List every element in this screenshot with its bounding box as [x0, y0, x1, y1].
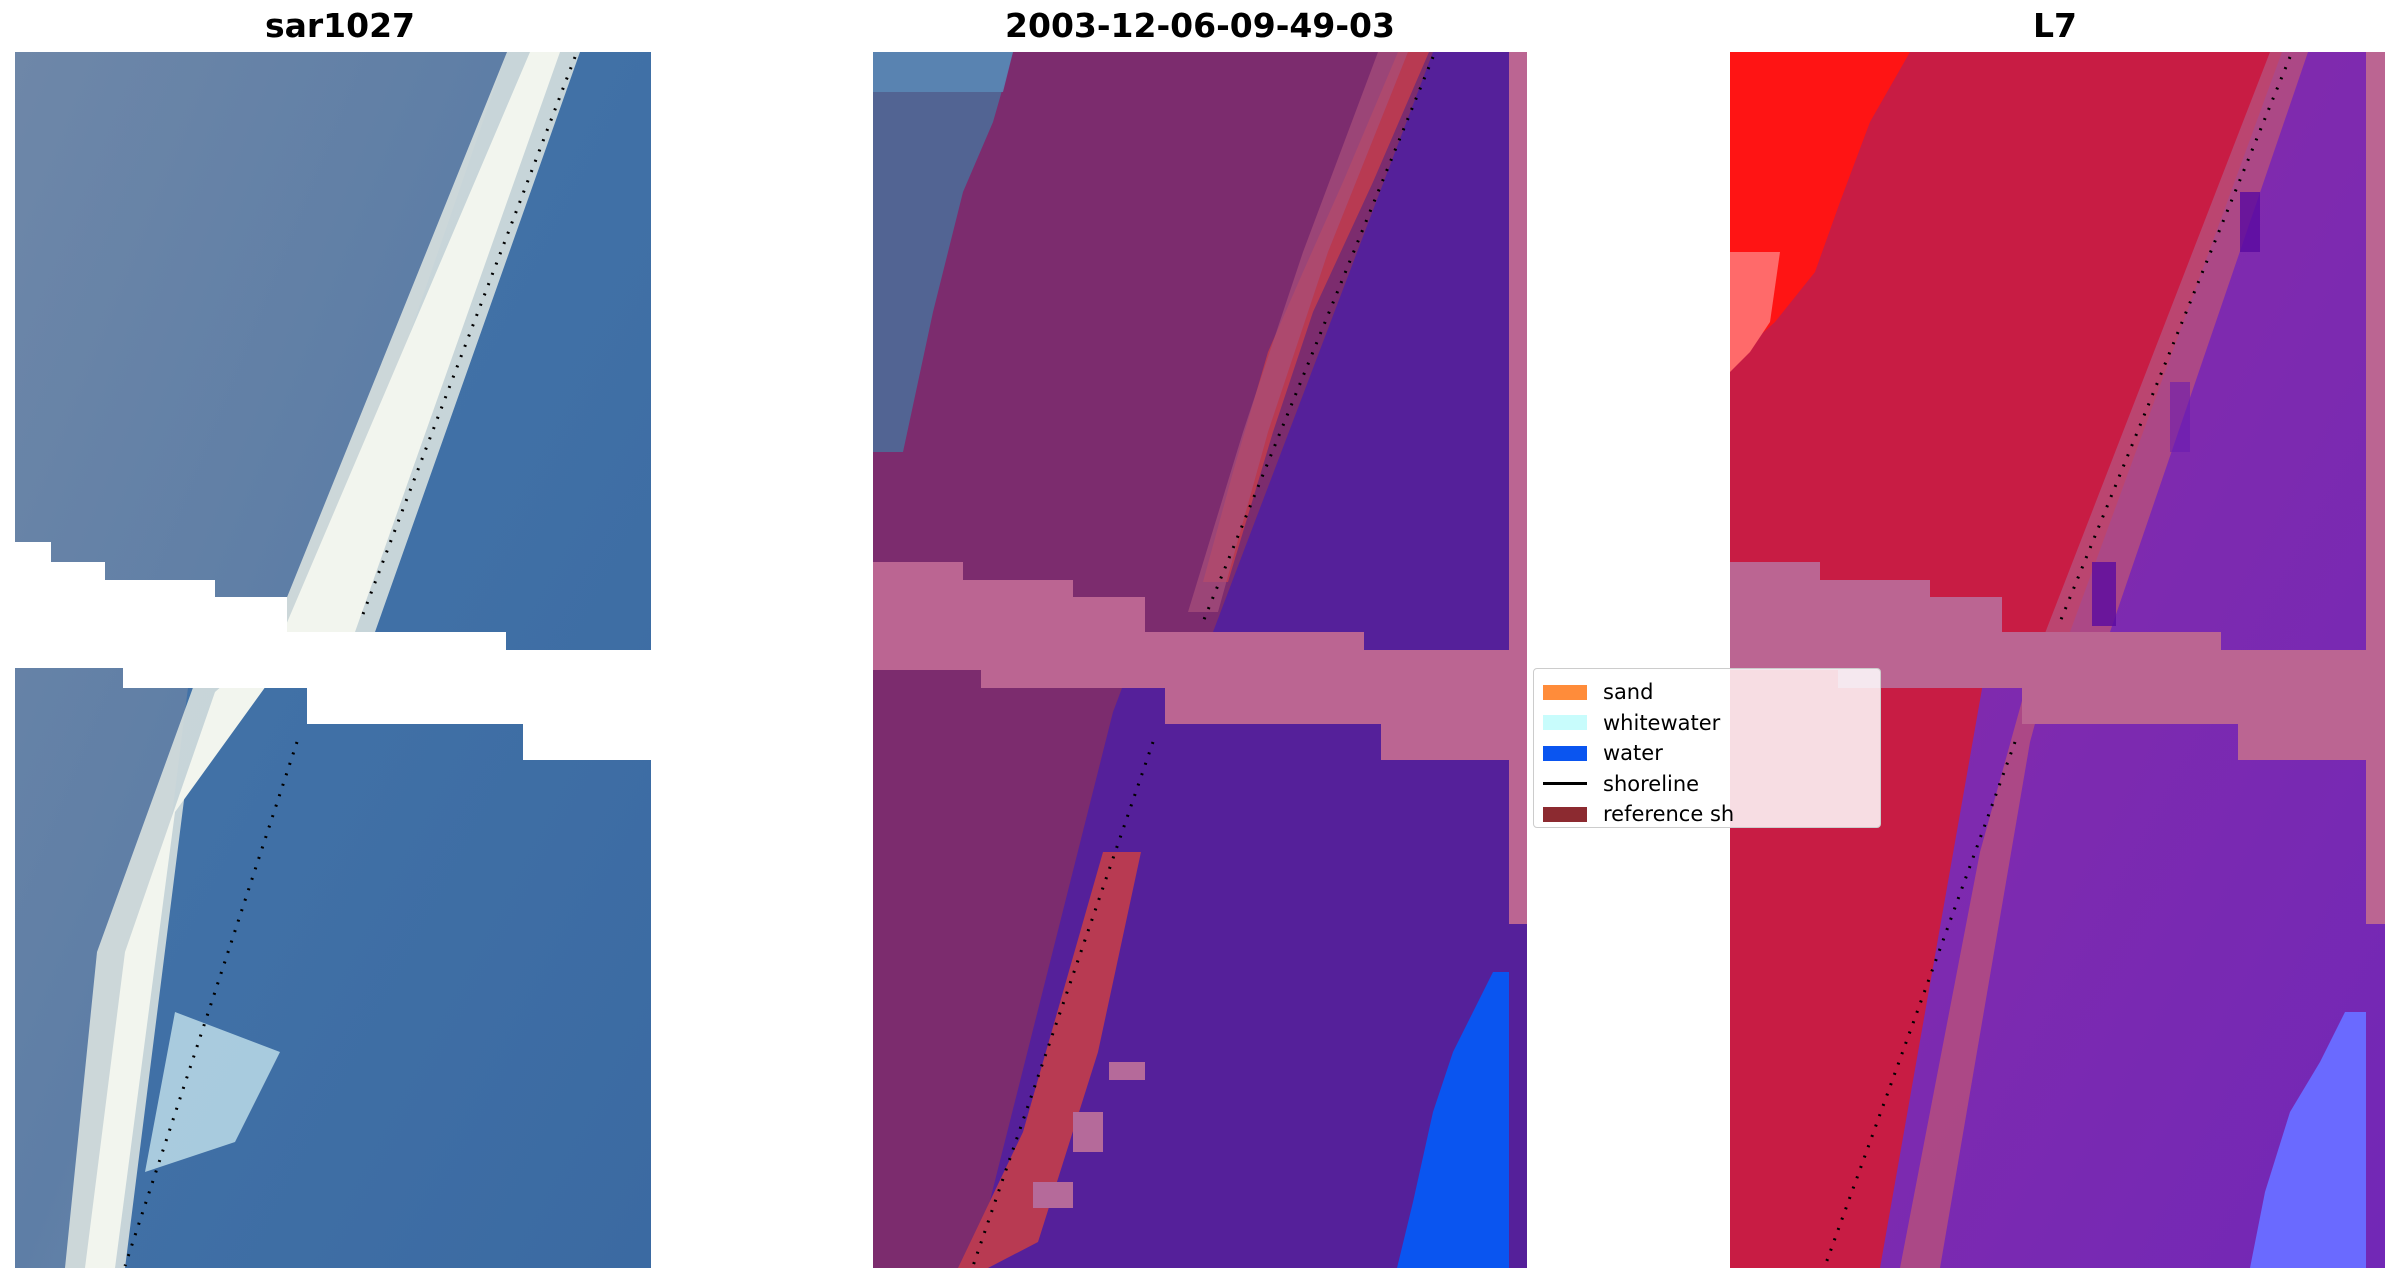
panel-title-classified: 2003-12-06-09-49-03	[1005, 6, 1395, 45]
legend-label: water	[1603, 741, 1663, 766]
reference-shoreline	[358, 56, 577, 623]
sand-swatch	[1543, 684, 1587, 700]
beach-core	[85, 52, 560, 1268]
bright-area-2	[1730, 252, 1780, 372]
speckle-3	[1033, 1182, 1073, 1208]
speckle-1	[1109, 1062, 1145, 1080]
sand-margin	[1188, 52, 1408, 612]
nodata-gap-1	[15, 542, 651, 668]
nodata-right-edge	[2366, 52, 2385, 924]
legend-label: sand	[1603, 680, 1654, 705]
legend-item-shoreline: shoreline	[1543, 769, 1880, 800]
nodata-band-2	[873, 650, 1509, 670]
reference-shoreline-2	[123, 741, 299, 1267]
panel-title-index: L7	[2033, 6, 2077, 45]
rgb-residual-2	[873, 52, 1013, 92]
panel-title-rgb: sar1027	[264, 6, 416, 45]
streak-2	[2170, 382, 2190, 452]
shoreline-swatch	[1543, 782, 1587, 786]
whitewater-tint	[145, 1012, 280, 1172]
legend-item-water: water	[1543, 738, 1880, 769]
rgb-residual	[873, 52, 1013, 452]
legend: sand whitewater water shoreline referenc…	[1533, 668, 1881, 828]
legend-label: reference sh	[1603, 802, 1735, 827]
nodata-band	[1730, 52, 2385, 760]
water-class-bright	[1397, 972, 1509, 1268]
reference-swatch	[1543, 806, 1587, 822]
classified-image-panel	[873, 52, 1527, 1268]
nodata-right-edge	[1509, 52, 1527, 924]
legend-item-sand: sand	[1543, 677, 1880, 708]
nodata-band	[873, 52, 1527, 760]
streak-1	[2240, 192, 2260, 252]
land-area	[1730, 52, 2282, 1268]
streak-3	[2092, 562, 2116, 626]
sand-band	[1900, 52, 2308, 1268]
legend-label: whitewater	[1603, 710, 1721, 735]
whitewater-swatch	[1543, 715, 1587, 731]
bright-water	[2250, 1012, 2366, 1268]
water-swatch	[1543, 745, 1587, 761]
legend-item-whitewater: whitewater	[1543, 708, 1880, 739]
index-image	[1730, 52, 2385, 1268]
rgb-image	[15, 52, 651, 1268]
rgb-image-panel	[15, 52, 651, 1268]
classified-image	[873, 52, 1527, 1268]
nodata-gap-2	[123, 650, 651, 760]
index-image-panel	[1730, 52, 2385, 1268]
speckle-2	[1073, 1112, 1103, 1152]
legend-item-reference: reference sh	[1543, 799, 1880, 827]
legend-label: shoreline	[1603, 771, 1700, 796]
nodata-gap-3	[15, 650, 651, 668]
sand-class-2	[958, 852, 1141, 1268]
nodata-band-2	[1730, 650, 2366, 670]
